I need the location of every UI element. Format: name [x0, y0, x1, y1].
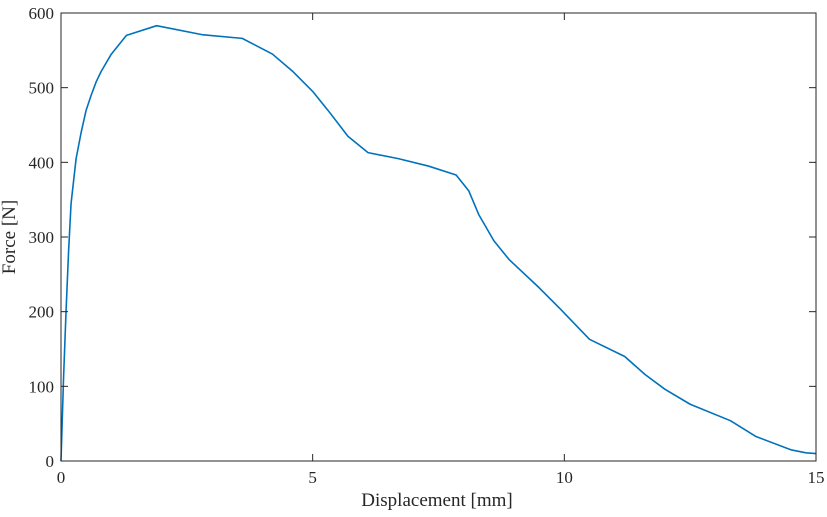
x-tick-label: 0 — [57, 468, 66, 487]
y-tick-label: 400 — [29, 153, 55, 172]
tick-layer: 0 5 10 15 0 100 200 300 400 500 600 — [29, 4, 825, 487]
x-tick-label: 15 — [808, 468, 825, 487]
y-tick-label: 500 — [29, 79, 55, 98]
x-tick-label: 5 — [308, 468, 317, 487]
x-axis-label: Displacement [mm] — [361, 490, 512, 511]
x-tick-label: 10 — [556, 468, 573, 487]
y-tick-label: 300 — [29, 228, 55, 247]
y-tick-label: 600 — [29, 4, 55, 23]
series-line-0 — [60, 24, 817, 462]
y-tick-label: 0 — [46, 452, 55, 471]
data-layer — [60, 24, 817, 462]
y-tick-label: 100 — [29, 377, 55, 396]
y-axis-label: Force [N] — [0, 200, 20, 274]
y-tick-label: 200 — [29, 303, 55, 322]
